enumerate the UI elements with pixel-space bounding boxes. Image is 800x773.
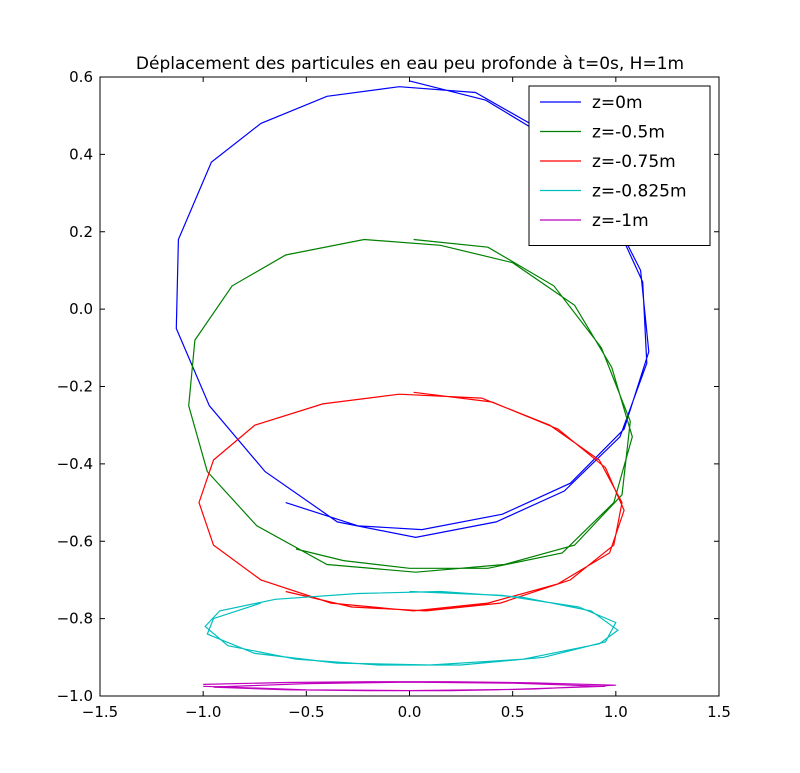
x-tick-label: 1.5: [707, 703, 731, 721]
legend-label-0: z=0m: [592, 93, 643, 113]
y-tick-label: 0.6: [69, 68, 93, 86]
legend: z=0m z=-0.5m z=-0.75m z=-0.825m z=-1m: [528, 85, 711, 246]
y-tick-label: −1.0: [57, 687, 93, 705]
y-tick-label: −0.2: [57, 378, 93, 396]
y-tick-label: −0.8: [57, 610, 93, 628]
y-tick-label: 0.0: [69, 300, 93, 318]
legend-label-4: z=-1m: [592, 211, 649, 231]
x-tick-label: −1.0: [185, 703, 221, 721]
legend-label-2: z=-0.75m: [592, 152, 676, 172]
y-tick-label: 0.4: [69, 145, 93, 163]
x-tick-label: −1.5: [82, 703, 118, 721]
legend-label-3: z=-0.825m: [592, 182, 687, 202]
legend-frame: [528, 85, 711, 246]
y-tick-label: −0.4: [57, 455, 93, 473]
x-tick-label: −0.5: [288, 703, 324, 721]
legend-label-1: z=-0.5m: [592, 123, 665, 143]
series-line-3: [204, 590, 619, 666]
x-tick-label: 0.5: [501, 703, 525, 721]
y-tick-label: 0.2: [69, 223, 93, 241]
y-tick-label: −0.6: [57, 532, 93, 550]
series-line-0: [175, 80, 650, 539]
x-tick-label: 1.0: [604, 703, 628, 721]
series-layer: [175, 80, 650, 692]
chart-title: Déplacement des particules en eau peu pr…: [136, 54, 684, 74]
series-line-2: [198, 391, 625, 612]
x-tick-label: 0.0: [398, 703, 422, 721]
ticks-layer: −1.5 −1.0 −0.5 0.0 0.5 1.0 1.5−1.0−0.8−0.6−0.4…: [57, 68, 731, 721]
series-line-1: [188, 238, 633, 573]
series-line-4: [203, 681, 616, 692]
